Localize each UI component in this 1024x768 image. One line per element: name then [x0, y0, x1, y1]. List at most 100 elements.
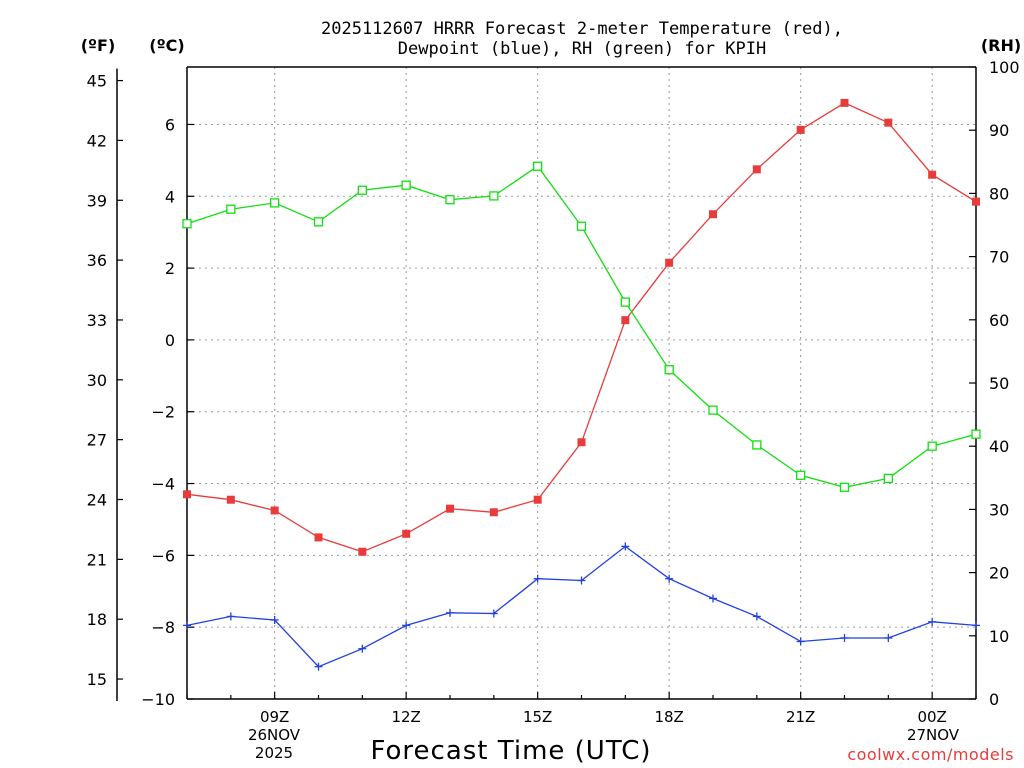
rh-point	[620, 297, 630, 307]
dewpoint-point	[752, 612, 761, 621]
dewpoint-point	[226, 612, 235, 621]
dewpoint-point	[183, 621, 191, 630]
x-tick-label-15Z: 15Z	[523, 708, 552, 726]
dewpoint-point	[533, 574, 542, 583]
temperature-point	[446, 504, 454, 513]
rh-tick-label: 50	[989, 374, 1009, 393]
rh-point	[883, 473, 893, 484]
dewpoint-point	[840, 633, 849, 642]
celsius-tick-label: −2	[151, 403, 175, 422]
rh-tick-label: 80	[989, 184, 1009, 203]
rh-point	[357, 185, 367, 195]
temperature-point	[402, 529, 411, 538]
fahrenheit-tick-label: 36	[87, 251, 107, 270]
fahrenheit-tick-label: 18	[87, 610, 107, 629]
rh-tick-label: 10	[989, 627, 1009, 646]
temperature-point	[840, 98, 849, 107]
x-axis-title: Forecast Time (UTC)	[370, 736, 651, 766]
celsius-tick-label: 0	[165, 331, 175, 350]
temperature-point	[796, 125, 805, 134]
rh-point	[839, 482, 850, 492]
chart-title-line2: Dewpoint (blue), RH (green) for KPIH	[398, 39, 766, 59]
dewpoint-point	[709, 594, 717, 603]
rh-point	[182, 219, 192, 229]
fahrenheit-tick-label: 42	[87, 131, 107, 150]
chart-title-line1: 2025112607 HRRR Forecast 2-meter Tempera…	[321, 19, 843, 39]
celsius-unit-label: (ºC)	[149, 36, 184, 55]
temperature-point	[226, 495, 235, 504]
rh-point	[971, 429, 981, 439]
rh-unit-label: (RH)	[981, 36, 1021, 55]
temperature-point	[533, 495, 542, 504]
x-tick-label-21Z: 21Z	[786, 708, 815, 726]
celsius-tick-label: −4	[151, 475, 175, 494]
rh-point	[401, 180, 411, 190]
rh-point	[664, 365, 674, 375]
temperature-point	[270, 506, 279, 515]
rh-point	[796, 470, 806, 480]
celsius-tick-label: −8	[151, 618, 175, 637]
dewpoint-point	[314, 662, 323, 671]
dewpoint-point	[577, 576, 586, 585]
fahrenheit-tick-label: 33	[87, 311, 107, 330]
fahrenheit-tick-label: 39	[87, 191, 107, 210]
credit-text: coolwx.com/models	[847, 745, 1014, 764]
fahrenheit-tick-label: 45	[87, 72, 107, 91]
celsius-tick-label: 2	[165, 259, 175, 278]
axes-layer: 1518212427303336394245−10−8−6−4−20246010…	[87, 58, 1020, 726]
temperature-point	[621, 316, 630, 325]
celsius-tick-label: −10	[141, 690, 175, 709]
temperature-point	[665, 258, 674, 267]
dewpoint-point	[928, 617, 937, 626]
date-label-day1: 26NOV	[248, 726, 301, 744]
temperature-point	[489, 508, 498, 517]
fahrenheit-tick-label: 27	[87, 431, 107, 450]
temperature-point	[577, 438, 586, 447]
temperature-point	[752, 165, 761, 174]
rh-tick-label: 20	[989, 564, 1009, 583]
dewpoint-point	[665, 574, 674, 583]
temperature-point	[884, 118, 893, 127]
celsius-tick-label: 6	[165, 115, 175, 134]
temperature-point	[358, 547, 367, 556]
rh-point	[927, 441, 937, 451]
date-label-day2: 27NOV	[907, 726, 960, 744]
x-tick-label-12Z: 12Z	[391, 708, 420, 726]
dewpoint-point	[402, 621, 411, 630]
rh-point	[226, 204, 236, 214]
x-tick-label-00Z: 00Z	[917, 708, 946, 726]
rh-point	[270, 198, 280, 208]
dewpoint-point	[796, 637, 805, 646]
rh-tick-label: 30	[989, 500, 1009, 519]
rh-tick-label: 40	[989, 437, 1009, 456]
x-tick-label-09Z: 09Z	[260, 708, 289, 726]
temperature-point	[972, 197, 980, 206]
rh-point	[708, 405, 718, 415]
rh-tick-label: 90	[989, 121, 1009, 140]
dewpoint-point	[884, 633, 893, 642]
fahrenheit-unit-label: (ºF)	[81, 36, 116, 55]
rh-point	[313, 217, 324, 227]
dewpoint-point	[446, 608, 454, 617]
dewpoint-point	[621, 542, 630, 551]
fahrenheit-tick-label: 21	[87, 550, 107, 569]
x-tick-label-18Z: 18Z	[654, 708, 683, 726]
celsius-tick-label: 4	[165, 187, 175, 206]
series-layer	[182, 98, 981, 671]
rh-point	[489, 191, 499, 201]
dewpoint-point	[358, 644, 367, 653]
temperature-point	[314, 533, 323, 542]
rh-point	[533, 161, 543, 171]
fahrenheit-tick-label: 15	[87, 670, 107, 689]
date-label-year1: 2025	[255, 744, 293, 762]
rh-point	[576, 221, 587, 231]
rh-tick-label: 70	[989, 248, 1009, 267]
fahrenheit-tick-label: 24	[87, 491, 107, 510]
rh-tick-label: 100	[989, 58, 1020, 77]
temperature-point	[709, 210, 717, 219]
dewpoint-point	[489, 609, 498, 618]
fahrenheit-tick-label: 30	[87, 371, 107, 390]
temperature-point	[928, 170, 937, 179]
